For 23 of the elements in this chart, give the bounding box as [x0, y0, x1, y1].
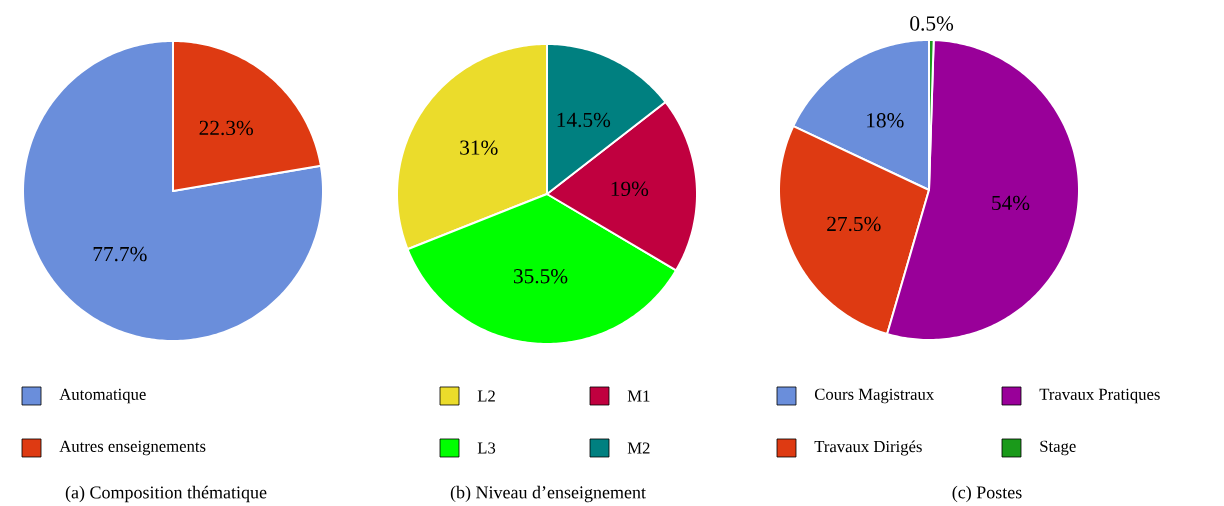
data-label: 54% — [992, 195, 1030, 211]
text: (c) Postes — [952, 485, 1022, 503]
data-label: 19% — [611, 181, 649, 197]
text: (b) Niveau d’enseignement — [450, 485, 646, 503]
data-label: 22.3% — [199, 120, 254, 136]
data-label: 35.5% — [514, 269, 568, 284]
data-label: 14.5% — [557, 112, 611, 128]
data-label: 18% — [867, 113, 904, 128]
legend-label: M1 — [627, 390, 650, 402]
legend-label: Cours Magistraux — [814, 388, 934, 404]
legend-label: Autres enseignements — [59, 440, 206, 456]
legend-label: L2 — [477, 390, 495, 402]
text: (a) Composition thématique — [65, 485, 267, 503]
data-label: 31% — [460, 140, 498, 155]
legend-label: Travaux Pratiques — [1039, 388, 1160, 404]
legend-label: Stage — [1040, 440, 1076, 456]
legend-label: Travaux Dirigés — [814, 440, 922, 456]
data-label: 0.5% — [910, 16, 954, 31]
legend-label: Automatique — [59, 388, 146, 404]
data-label: 27.5% — [827, 216, 881, 232]
legend-label: M2 — [627, 442, 650, 454]
data-label: 77.7% — [93, 246, 147, 262]
legend-label: L3 — [477, 442, 496, 454]
